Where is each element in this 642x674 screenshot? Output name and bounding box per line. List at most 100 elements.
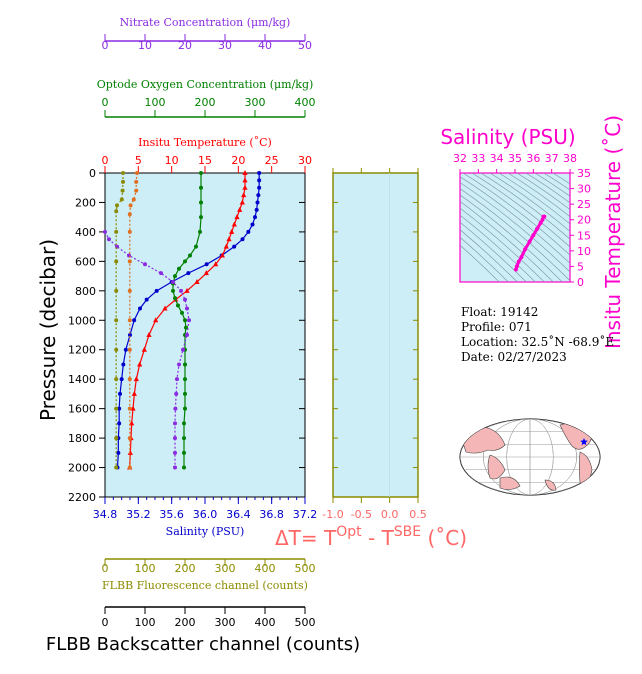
date-text: Date: 02/27/2023 xyxy=(461,350,567,364)
ts-y-tick-label: 20 xyxy=(577,214,591,227)
fluorescence-point xyxy=(115,203,119,208)
ts-point xyxy=(514,264,519,269)
fluorescence-point xyxy=(121,171,125,175)
pressure-tick-label: 1400 xyxy=(68,373,96,386)
salinity-point xyxy=(256,193,261,198)
backscatter-tick-label: 400 xyxy=(255,616,276,629)
temperature-point xyxy=(213,261,219,267)
backscatter-point xyxy=(127,436,132,441)
salinity-point xyxy=(121,362,126,367)
salinity-point xyxy=(144,297,149,302)
nitrate-axis: 0 10 20 30 40 50 Nitrate Concentration (μm/kg) xyxy=(102,16,313,52)
density-contour xyxy=(460,176,570,264)
nitrate-point xyxy=(143,262,147,267)
salinity-point xyxy=(119,377,124,382)
temperature-point xyxy=(153,317,159,323)
temperature-point xyxy=(133,376,139,382)
pressure-tick-label: 1200 xyxy=(68,344,96,357)
temperature-tick-label: 30 xyxy=(298,154,312,167)
temperature-axis-label: Insitu Temperature (˚C) xyxy=(138,136,272,149)
salinity-tick-label: 35.2 xyxy=(126,508,151,521)
oxygen-point xyxy=(188,253,192,258)
density-contour xyxy=(471,173,570,248)
ts-y-tick-label: 25 xyxy=(577,198,591,211)
nitrate-point xyxy=(187,318,191,323)
salinity-point xyxy=(254,207,259,212)
ts-y-tick-label: 35 xyxy=(577,167,591,180)
fluorescence-point xyxy=(114,229,119,234)
delta-axis-label: ΔT= TOpt - TSBE (˚C) xyxy=(275,524,467,550)
oxygen-tick-label: 400 xyxy=(295,96,316,109)
backscatter-tick-label: 500 xyxy=(295,616,316,629)
temperature-tick-label: 0 xyxy=(102,154,109,167)
salinity-point xyxy=(186,271,191,276)
temperature-series xyxy=(127,170,248,470)
oxygen-point xyxy=(184,325,188,330)
salinity-point xyxy=(154,288,159,293)
salinity-point xyxy=(250,222,255,227)
fluorescence-tick-label: 300 xyxy=(215,562,236,575)
ts-x-tick-label: 34 xyxy=(490,152,504,165)
fluorescence-axis-label: FLBB Fluorescence channel (counts) xyxy=(102,579,308,592)
density-contour xyxy=(462,173,570,256)
pressure-tick-label: 1800 xyxy=(68,432,96,445)
oxygen-axis-label: Optode Oxygen Concentration (μm/kg) xyxy=(97,78,314,91)
density-contour xyxy=(460,188,570,282)
salinity-point xyxy=(253,215,257,220)
salinity-point xyxy=(123,347,128,352)
profile-number-text: Profile: 071 xyxy=(461,320,532,334)
salinity-tick-label: 35.6 xyxy=(159,508,184,521)
oxygen-point xyxy=(199,200,203,205)
ts-x-tick-label: 32 xyxy=(453,152,467,165)
ts-x-tick-label: 36 xyxy=(526,152,540,165)
nitrate-tick-label: 50 xyxy=(298,39,312,52)
nitrate-point xyxy=(174,391,179,396)
nitrate-point xyxy=(175,377,179,382)
nitrate-axis-label: Nitrate Concentration (μm/kg) xyxy=(120,16,291,29)
pressure-tick-label: 600 xyxy=(75,255,96,268)
fluorescence-point xyxy=(114,436,119,441)
ts-plot-area xyxy=(459,172,571,283)
fluorescence-line xyxy=(115,173,124,468)
fluorescence-point xyxy=(114,377,119,382)
fluorescence-tick-label: 400 xyxy=(255,562,276,575)
delta-label-part: ΔT= T xyxy=(275,526,337,550)
oxygen-tick-label: 0 xyxy=(102,96,109,109)
delta-label-part: - T xyxy=(362,526,395,550)
salinity-point xyxy=(118,391,122,396)
backscatter-point xyxy=(127,347,132,352)
delta-plot-area xyxy=(332,172,419,498)
fluorescence-point xyxy=(114,347,119,352)
ts-x-tick-label: 38 xyxy=(563,152,577,165)
salinity-point xyxy=(232,244,237,249)
pressure-tick-label: 1600 xyxy=(68,403,96,416)
oxygen-point xyxy=(183,259,187,264)
temperature-point xyxy=(137,361,143,367)
nitrate-point xyxy=(107,237,111,242)
salinity-point xyxy=(117,406,122,411)
map-landmass xyxy=(544,479,557,491)
oxygen-tick-label: 300 xyxy=(245,96,266,109)
nitrate-series xyxy=(103,229,191,470)
map-meridian xyxy=(483,419,577,495)
fluorescence-tick-label: 500 xyxy=(295,562,316,575)
backscatter-point xyxy=(127,288,132,293)
backscatter-point xyxy=(127,229,132,234)
backscatter-tick-label: 300 xyxy=(215,616,236,629)
oxygen-tick-label: 100 xyxy=(145,96,166,109)
backscatter-point xyxy=(127,465,132,470)
pressure-tick-label: 2200 xyxy=(68,491,96,504)
delta-tick-label: -1.0 xyxy=(322,508,343,521)
pressure-tick-label: 200 xyxy=(75,196,96,209)
temperature-tick-label: 25 xyxy=(265,154,279,167)
oxygen-axis: 0 100 200 300 400 Optode Oxygen Concentration… xyxy=(97,78,316,118)
pressure-tick-label: 1000 xyxy=(68,314,96,327)
fluorescence-point xyxy=(114,406,119,411)
fluorescence-axis: 0 100 200 300 400 500 FLBB Fluorescence channe… xyxy=(102,558,316,592)
oxygen-point xyxy=(183,318,187,323)
temperature-tick-label: 10 xyxy=(165,154,179,167)
backscatter-point xyxy=(135,171,139,175)
nitrate-point xyxy=(171,279,175,284)
backscatter-point xyxy=(127,259,132,264)
